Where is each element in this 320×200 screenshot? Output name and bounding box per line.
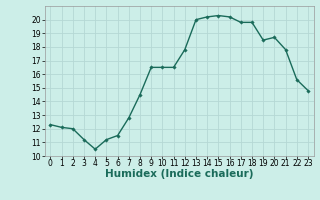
X-axis label: Humidex (Indice chaleur): Humidex (Indice chaleur) bbox=[105, 169, 253, 179]
